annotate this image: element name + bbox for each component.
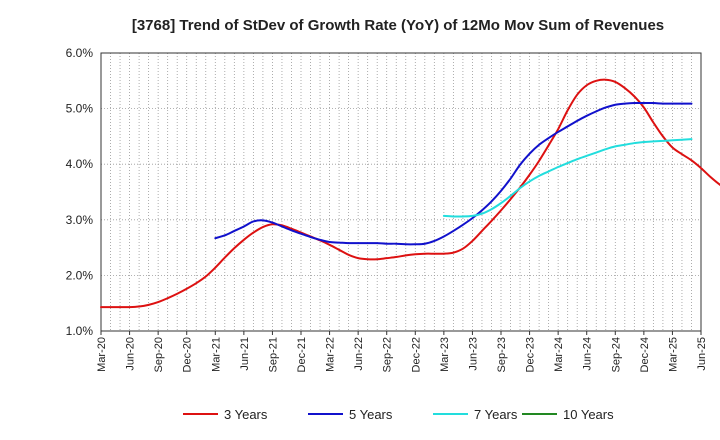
x-tick-label: Sep-21 xyxy=(267,337,279,372)
x-tick-label: Mar-22 xyxy=(325,337,337,372)
legend-label-10-years: 10 Years xyxy=(563,407,614,422)
x-tick-label: Sep-22 xyxy=(382,337,394,372)
x-tick-label: Mar-21 xyxy=(210,337,222,372)
x-tick-label: Sep-20 xyxy=(153,337,165,372)
x-tick-label: Dec-21 xyxy=(296,337,308,372)
x-tick-label: Jun-24 xyxy=(582,337,594,371)
y-tick-label: 6.0% xyxy=(66,46,94,60)
x-tick-label: Jun-23 xyxy=(467,337,479,371)
axes: 1.0% 2.0% 3.0% 4.0% 5.0% 6.0% Mar-20 Jun-20 Sep-… xyxy=(66,46,708,372)
series-line-3-years xyxy=(100,78,720,309)
x-tick-label: Dec-23 xyxy=(525,337,537,372)
chart-title: [3768] Trend of StDev of Growth Rate (Yo… xyxy=(132,17,664,34)
x-tick-label: Dec-22 xyxy=(410,337,422,372)
x-tick-label: Jun-20 xyxy=(125,337,137,371)
x-tick-label: Jun-25 xyxy=(696,337,708,371)
series-line-7-years xyxy=(442,138,693,218)
legend-label-3-years: 3 Years xyxy=(224,407,268,422)
legend: 3 Years 5 Years 7 Years 10 Years xyxy=(183,407,614,422)
legend-label-5-years: 5 Years xyxy=(349,407,393,422)
x-tick-label: Mar-25 xyxy=(667,337,679,372)
x-tick-label: Dec-20 xyxy=(182,337,194,372)
y-tick-label: 5.0% xyxy=(66,102,94,116)
plot-border xyxy=(100,52,702,332)
x-tick-label: Mar-24 xyxy=(553,337,565,372)
x-tick-label: Sep-24 xyxy=(610,337,622,372)
y-tick-label: 2.0% xyxy=(66,268,94,282)
series-lines xyxy=(100,78,720,309)
x-tick-label: Dec-24 xyxy=(639,337,651,372)
y-tick-label: 3.0% xyxy=(66,213,94,227)
grid xyxy=(101,52,701,332)
y-tick-label: 1.0% xyxy=(66,324,94,338)
x-tick-label: Mar-20 xyxy=(96,337,108,372)
x-tick-label: Sep-23 xyxy=(496,337,508,372)
plot-area xyxy=(101,53,701,331)
y-tick-label: 4.0% xyxy=(66,157,94,171)
x-tick-label: Jun-21 xyxy=(239,337,251,371)
x-tick-label: Mar-23 xyxy=(439,337,451,372)
legend-label-7-years: 7 Years xyxy=(474,407,518,422)
x-tick-label: Jun-22 xyxy=(353,337,365,371)
series-line-5-years xyxy=(214,102,693,246)
